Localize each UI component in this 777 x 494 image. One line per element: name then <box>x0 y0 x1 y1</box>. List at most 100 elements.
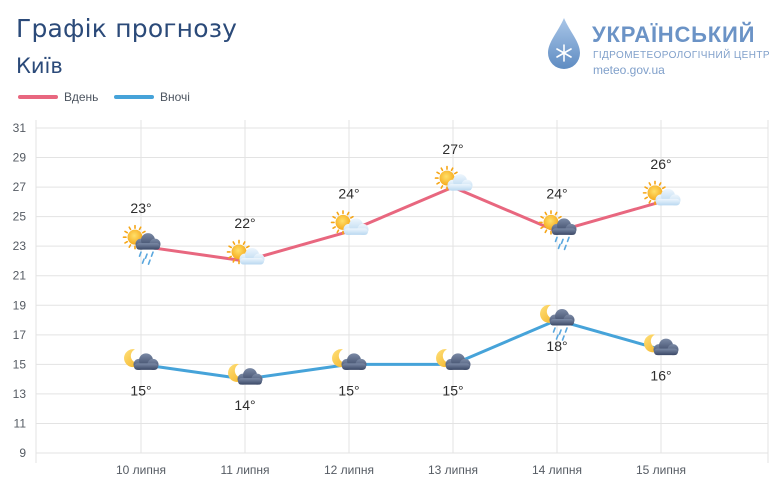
rain-drop <box>561 335 565 341</box>
sun-ray <box>440 167 444 172</box>
y-tick-label: 15 <box>13 357 27 371</box>
sun-cloud-icon <box>330 210 369 235</box>
moon-crescent <box>124 349 141 368</box>
rain-drop <box>564 327 568 333</box>
rain-drop <box>557 243 561 250</box>
sun-ray <box>544 229 548 234</box>
rain-drop <box>150 251 154 257</box>
sun-cloud-icon <box>642 180 681 206</box>
sun-cloud-icon <box>434 165 473 191</box>
day-temp-label: 24° <box>546 185 567 201</box>
rain-drop <box>555 334 559 340</box>
y-tick-label: 29 <box>13 151 27 165</box>
cloud-shape <box>135 233 161 250</box>
moon-crescent <box>540 304 557 323</box>
night-temp-label: 18° <box>546 338 567 354</box>
rain-drop <box>560 238 564 245</box>
sun-ray <box>138 226 142 231</box>
logo-subtitle: ГІДРОМЕТЕОРОЛОГІЧНИЙ ЦЕНТР <box>593 50 770 61</box>
rain-drop <box>566 236 570 243</box>
rain-drop <box>554 236 558 243</box>
sun-ray <box>436 171 441 175</box>
sun-ray <box>648 199 652 204</box>
rain-drops <box>552 327 568 341</box>
sun-ray <box>232 241 236 245</box>
cloud-shape <box>655 188 681 206</box>
legend-item-night[interactable]: Вночі <box>114 90 190 104</box>
moon-cloud-icon <box>124 349 159 370</box>
page-title: Графік прогнозу <box>16 14 238 43</box>
night-temp-label: 14° <box>234 397 255 413</box>
day-temp-label: 24° <box>338 185 359 201</box>
sun-ray <box>544 211 548 216</box>
rain-drop <box>147 259 151 265</box>
x-tick-label: 14 липня <box>532 463 582 477</box>
y-tick-label: 13 <box>13 387 27 401</box>
sun-ray <box>124 240 129 244</box>
legend-item-day[interactable]: Вдень <box>18 90 98 104</box>
sun-ray <box>658 182 662 186</box>
sun-ray <box>245 245 250 249</box>
day-temp-label: 22° <box>234 215 255 231</box>
logo-name: УКРАЇНСЬКИЙ <box>592 22 756 47</box>
rain-drops <box>554 236 570 251</box>
cloud-shape <box>653 338 679 356</box>
sun-ray <box>644 186 649 190</box>
y-tick-label: 23 <box>13 239 27 253</box>
x-tick-label: 10 липня <box>116 463 166 477</box>
y-tick-label: 31 <box>13 121 27 135</box>
sun-ray <box>450 167 454 172</box>
legend-label-day: Вдень <box>64 90 99 104</box>
sun-ray <box>648 182 652 186</box>
moon-cloud-rain-icon <box>540 304 575 341</box>
cloud-shape <box>341 353 367 370</box>
sun-ray <box>346 211 350 216</box>
city-name: Київ <box>16 54 63 78</box>
moon-crescent <box>644 334 661 353</box>
sun-ray <box>440 185 444 189</box>
cloud-shape <box>447 174 473 191</box>
cloud-base <box>344 228 368 235</box>
rain-drop <box>558 329 562 335</box>
moon-crescent <box>436 349 453 368</box>
cloud-shape <box>343 218 369 235</box>
night-temp-label: 15° <box>338 382 359 398</box>
sun-ray <box>332 226 337 229</box>
rain-drops <box>138 251 154 265</box>
sun-cloud-icon <box>226 239 265 265</box>
sun-ray <box>349 215 354 219</box>
cloud-shape <box>549 309 575 326</box>
sun-ray <box>242 241 246 245</box>
y-tick-label: 21 <box>13 269 27 283</box>
sun-ray <box>453 171 458 175</box>
water-drop-logo-icon <box>548 18 580 69</box>
cloud-shape <box>133 353 159 370</box>
y-tick-label: 19 <box>13 298 27 312</box>
cloud-base <box>342 363 366 370</box>
sun-ray <box>128 244 132 248</box>
cloud-shape <box>445 353 471 370</box>
y-tick-label: 17 <box>13 328 27 342</box>
moon-cloud-icon <box>644 334 679 356</box>
y-tick-label: 9 <box>19 446 26 460</box>
legend-swatch-night <box>114 94 154 99</box>
day-temp-label: 26° <box>650 156 671 172</box>
sun-ray <box>557 215 562 219</box>
cloud-base <box>136 243 160 250</box>
sun-ray <box>228 255 233 259</box>
sun-cloud-rain-icon <box>122 224 161 265</box>
cloud-shape <box>237 368 263 385</box>
sun-ray <box>332 215 337 219</box>
moon-cloud-icon <box>228 363 263 385</box>
cloud-base <box>446 363 470 370</box>
moon-crescent <box>228 363 245 382</box>
cloud-base <box>238 378 262 385</box>
cloud-base <box>550 319 574 326</box>
rain-drop <box>138 251 142 257</box>
legend-swatch-day <box>18 94 58 99</box>
rain-drop <box>141 258 145 264</box>
y-tick-label: 11 <box>14 416 27 430</box>
logo-url[interactable]: meteo.gov.ua <box>593 63 665 77</box>
hydromet-logo: УКРАЇНСЬКИЙ ГІДРОМЕТЕОРОЛОГІЧНИЙ ЦЕНТР m… <box>544 16 770 78</box>
